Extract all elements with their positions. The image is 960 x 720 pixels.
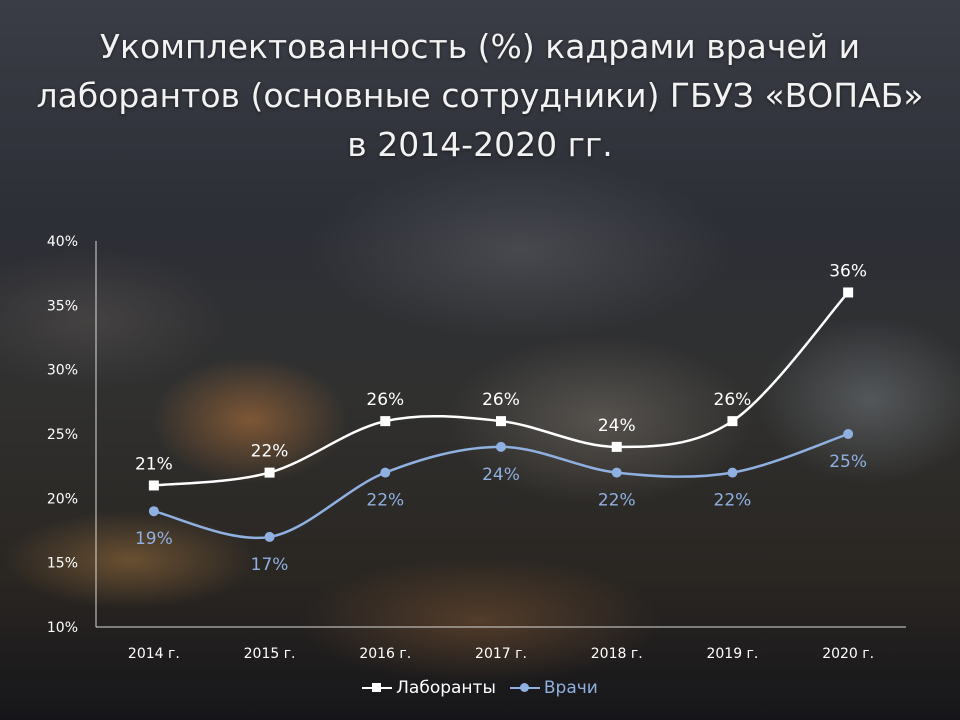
data-point-square — [843, 287, 854, 298]
data-point-circle — [380, 467, 391, 478]
series-markers — [148, 287, 854, 542]
chart-axes — [95, 241, 906, 628]
data-label: 26% — [482, 390, 520, 410]
data-point-square — [611, 441, 622, 452]
x-tick-label: 2018 г. — [591, 646, 643, 662]
square-marker-icon — [362, 681, 393, 695]
x-tick-label: 2015 г. — [244, 646, 296, 662]
y-tick-label: 35% — [47, 298, 78, 314]
data-point-circle — [496, 441, 506, 452]
title-line-1: Укомплектованность (%) кадрами врачей и — [99, 27, 861, 66]
y-tick-label: 10% — [47, 620, 78, 636]
legend: Лаборанты Врачи — [0, 678, 960, 698]
x-tick-label: 2020 г. — [822, 646, 874, 662]
data-point-square — [496, 416, 506, 427]
data-point-circle — [843, 429, 854, 439]
data-point-circle — [611, 467, 622, 478]
legend-label-vrachi: Врачи — [543, 678, 598, 698]
title-line-2: лаборантов (основные сотрудники) ГБУЗ «В… — [36, 76, 924, 115]
data-label: 25% — [829, 452, 867, 472]
data-label: 26% — [366, 390, 404, 410]
data-point-square — [727, 416, 738, 427]
chart-title: Укомплектованность (%) кадрами врачей и … — [0, 22, 960, 169]
y-tick-label: 25% — [47, 427, 78, 443]
x-axis-ticks: 2014 г. 2015 г. 2016 г. 2017 г. 2018 г. 2019 … — [128, 646, 874, 662]
y-tick-label: 30% — [47, 363, 78, 379]
x-tick-label: 2014 г. — [128, 646, 180, 662]
y-tick-label: 20% — [47, 491, 78, 507]
x-tick-label: 2019 г. — [706, 646, 758, 662]
data-label: 22% — [251, 442, 289, 462]
y-axis-ticks: 10% 15% 20% 25% 30% 35% 40% — [47, 234, 78, 636]
data-point-circle — [727, 467, 738, 478]
data-label: 24% — [482, 465, 520, 485]
data-point-square — [148, 480, 159, 491]
legend-item-laboranty: Лаборанты — [362, 678, 496, 698]
data-labels: 21% 22% 26% 26% 24% 26% 36% 19% 17% 22% 24% 22% 22% 2… — [135, 261, 867, 574]
data-point-circle — [148, 506, 159, 517]
data-point-square — [264, 467, 275, 478]
data-label: 21% — [135, 454, 173, 474]
data-label: 36% — [829, 261, 867, 281]
legend-item-vrachi: Врачи — [509, 678, 598, 698]
x-tick-label: 2017 г. — [475, 646, 527, 662]
data-label: 26% — [714, 390, 752, 410]
circle-marker-icon — [509, 681, 540, 695]
y-tick-label: 40% — [47, 234, 78, 250]
title-line-3: в 2014-2020 гг. — [347, 125, 613, 164]
data-point-circle — [264, 531, 275, 542]
data-point-square — [380, 416, 391, 427]
data-label: 24% — [598, 416, 636, 436]
data-label: 22% — [714, 491, 752, 511]
y-tick-label: 15% — [47, 556, 78, 572]
data-label: 19% — [135, 529, 173, 549]
data-label: 22% — [366, 491, 404, 511]
legend-label-laboranty: Лаборанты — [396, 678, 496, 698]
data-label: 22% — [598, 491, 636, 511]
data-label: 17% — [251, 555, 289, 575]
x-tick-label: 2016 г. — [359, 646, 411, 662]
